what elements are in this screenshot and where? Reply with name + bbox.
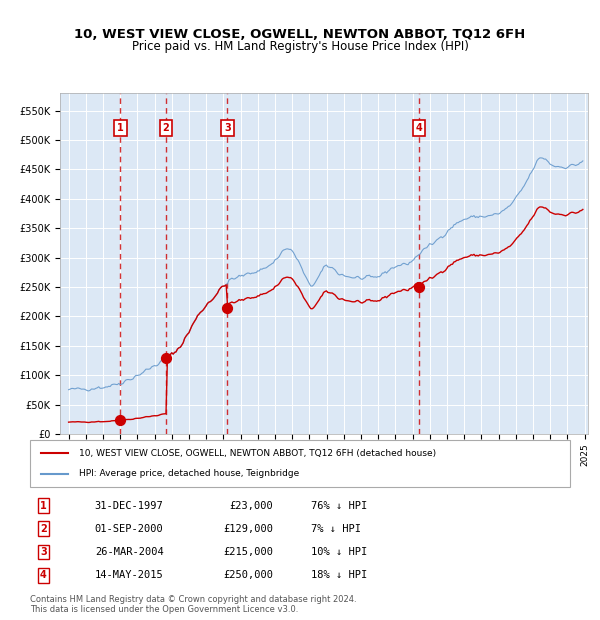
Text: £250,000: £250,000 (223, 570, 273, 580)
Point (414, 282, 424, 292)
Text: £215,000: £215,000 (223, 547, 273, 557)
Text: This data is licensed under the Open Government Licence v3.0.: This data is licensed under the Open Gov… (30, 604, 298, 614)
Text: 10, WEST VIEW CLOSE, OGWELL, NEWTON ABBOT, TQ12 6FH: 10, WEST VIEW CLOSE, OGWELL, NEWTON ABBO… (74, 28, 526, 41)
Text: 7% ↓ HPI: 7% ↓ HPI (311, 524, 361, 534)
Text: 31-DEC-1997: 31-DEC-1997 (95, 500, 164, 511)
FancyBboxPatch shape (30, 440, 570, 487)
Text: 14-MAY-2015: 14-MAY-2015 (95, 570, 164, 580)
Text: HPI: Average price, detached house, Teignbridge: HPI: Average price, detached house, Teig… (79, 469, 299, 478)
Text: 10, WEST VIEW CLOSE, OGWELL, NEWTON ABBOT, TQ12 6FH (detached house): 10, WEST VIEW CLOSE, OGWELL, NEWTON ABBO… (79, 449, 436, 458)
Text: 4: 4 (416, 123, 422, 133)
Text: 76% ↓ HPI: 76% ↓ HPI (311, 500, 367, 511)
Text: 2: 2 (40, 524, 47, 534)
Text: 1: 1 (40, 500, 47, 511)
Text: 1: 1 (117, 123, 124, 133)
Text: 01-SEP-2000: 01-SEP-2000 (95, 524, 164, 534)
Point (223, 303, 232, 312)
Text: Contains HM Land Registry data © Crown copyright and database right 2024.: Contains HM Land Registry data © Crown c… (30, 595, 356, 604)
Point (161, 353, 171, 363)
Text: 2: 2 (163, 123, 169, 133)
Text: £23,000: £23,000 (229, 500, 273, 511)
Text: 3: 3 (224, 123, 231, 133)
Text: 18% ↓ HPI: 18% ↓ HPI (311, 570, 367, 580)
Point (115, 415, 125, 425)
Text: 26-MAR-2004: 26-MAR-2004 (95, 547, 164, 557)
Text: Price paid vs. HM Land Registry's House Price Index (HPI): Price paid vs. HM Land Registry's House … (131, 40, 469, 53)
Text: 4: 4 (40, 570, 47, 580)
Text: 3: 3 (40, 547, 47, 557)
Text: £129,000: £129,000 (223, 524, 273, 534)
Text: 10% ↓ HPI: 10% ↓ HPI (311, 547, 367, 557)
